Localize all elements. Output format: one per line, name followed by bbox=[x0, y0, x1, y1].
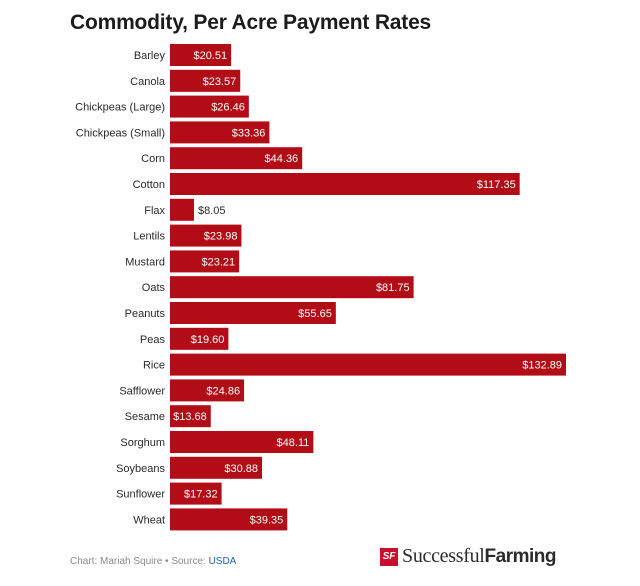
value-label: $26.46 bbox=[211, 102, 245, 114]
category-label: Rice bbox=[143, 360, 165, 372]
category-label: Wheat bbox=[133, 514, 165, 526]
category-label: Mustard bbox=[125, 256, 165, 268]
value-label: $17.32 bbox=[184, 489, 218, 501]
category-label: Oats bbox=[142, 282, 166, 294]
value-label: $13.68 bbox=[173, 411, 207, 423]
bar bbox=[170, 302, 336, 324]
bar bbox=[170, 69, 241, 92]
bar bbox=[170, 121, 270, 144]
bar bbox=[170, 250, 240, 273]
category-label: Cotton bbox=[133, 179, 165, 191]
value-label: $23.21 bbox=[202, 256, 236, 268]
source-link[interactable]: USDA bbox=[208, 556, 237, 567]
category-label: Soybeans bbox=[116, 463, 165, 475]
category-label: Flax bbox=[144, 205, 165, 217]
chart-footer: Chart: Mariah Squire • Source: USDA bbox=[70, 556, 236, 567]
value-label: $30.88 bbox=[224, 463, 258, 475]
value-label: $117.35 bbox=[477, 179, 516, 191]
category-label: Safflower bbox=[119, 385, 165, 397]
category-label: Sesame bbox=[125, 411, 165, 423]
chart-title: Commodity, Per Acre Payment Rates bbox=[70, 11, 432, 34]
value-label: $24.86 bbox=[206, 385, 240, 397]
category-label: Barley bbox=[134, 50, 166, 62]
value-label: $44.36 bbox=[265, 153, 299, 165]
bar bbox=[170, 44, 232, 66]
value-label: $48.11 bbox=[277, 437, 310, 449]
category-label: Peanuts bbox=[125, 308, 166, 320]
value-label: $39.35 bbox=[250, 514, 284, 526]
chart-credit: Chart: Mariah Squire • Source: bbox=[70, 556, 209, 567]
bar bbox=[170, 327, 229, 350]
bar bbox=[170, 456, 263, 479]
logo-word-farming: Farming bbox=[484, 545, 557, 567]
bar bbox=[170, 198, 194, 221]
category-label: Sorghum bbox=[120, 437, 165, 449]
value-label: $19.60 bbox=[191, 334, 225, 346]
value-label: $132.89 bbox=[522, 360, 562, 372]
value-label: $8.05 bbox=[198, 205, 226, 217]
value-label: $20.51 bbox=[193, 50, 227, 62]
bar bbox=[170, 353, 566, 376]
logo-word-successful: Successful bbox=[402, 545, 485, 567]
bar bbox=[170, 405, 211, 428]
bar bbox=[170, 173, 520, 195]
category-label: Canola bbox=[130, 76, 166, 88]
sf-logo-icon: SF bbox=[380, 547, 398, 566]
category-label: Chickpeas (Small) bbox=[76, 127, 165, 139]
category-label: Corn bbox=[141, 153, 165, 165]
bar bbox=[170, 276, 414, 299]
value-label: $55.65 bbox=[298, 308, 332, 320]
successful-farming-logo: SF Successful Farming bbox=[380, 545, 557, 568]
value-label: $23.98 bbox=[204, 231, 238, 243]
value-label: $81.75 bbox=[376, 282, 410, 294]
value-label: $33.36 bbox=[232, 127, 266, 139]
category-label: Lentils bbox=[133, 231, 165, 243]
category-label: Sunflower bbox=[116, 489, 165, 501]
bar bbox=[170, 147, 303, 170]
bar bbox=[170, 508, 288, 531]
bar bbox=[170, 95, 249, 118]
bar bbox=[170, 431, 314, 453]
category-label: Peas bbox=[140, 334, 166, 346]
value-label: $23.57 bbox=[203, 76, 237, 88]
bar bbox=[170, 224, 242, 247]
bar bbox=[170, 482, 222, 505]
category-label: Chickpeas (Large) bbox=[75, 102, 165, 114]
bar bbox=[170, 379, 245, 402]
